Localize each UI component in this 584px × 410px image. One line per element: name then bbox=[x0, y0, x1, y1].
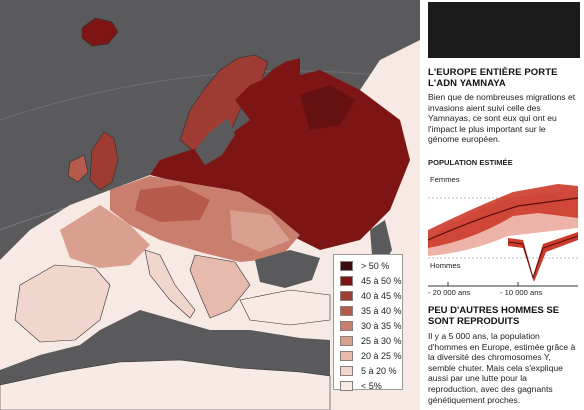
legend-item: < 5% bbox=[340, 378, 402, 393]
legend-swatch bbox=[340, 380, 353, 391]
europe-map bbox=[0, 17, 420, 410]
legend-label: < 5% bbox=[361, 380, 382, 391]
legend-swatch bbox=[340, 320, 353, 331]
legend-item: > 50 % bbox=[340, 258, 402, 273]
map: > 50 % 45 à 50 % 40 à 45 % 35 à 40 % 30 à 35… bbox=[0, 0, 420, 410]
iberia bbox=[14, 264, 111, 343]
tick-left: - 20 000 ans bbox=[428, 288, 471, 297]
baltic-sea bbox=[195, 118, 235, 165]
high-zone bbox=[150, 70, 410, 250]
legend-swatch bbox=[340, 335, 353, 346]
legend-swatch bbox=[340, 350, 353, 361]
legend-item: 20 à 25 % bbox=[340, 348, 402, 363]
map-legend: > 50 % 45 à 50 % 40 à 45 % 35 à 40 % 30 à 35… bbox=[333, 254, 403, 393]
series-men-label: Hommes bbox=[430, 261, 461, 270]
article-panel: L'EUROPE ENTIÈRE PORTE L'ADN YAMNAYA Bie… bbox=[420, 0, 584, 410]
legend-label: 30 à 35 % bbox=[361, 320, 402, 331]
legend-item: 40 à 45 % bbox=[340, 288, 402, 303]
legend-label: 40 à 45 % bbox=[361, 290, 402, 301]
legend-swatch bbox=[340, 365, 353, 376]
article-body: Il y a 5 000 ans, la population d'hommes… bbox=[428, 331, 576, 405]
article-intro: Bien que de nombreuses migrations et inv… bbox=[428, 92, 576, 145]
tick-right: - 10 000 ans bbox=[500, 288, 543, 297]
legend-item: 45 à 50 % bbox=[340, 273, 402, 288]
legend-swatch bbox=[340, 290, 353, 301]
series-women-label: Femmes bbox=[430, 175, 460, 184]
legend-label: 20 à 25 % bbox=[361, 350, 402, 361]
header-bar bbox=[428, 2, 580, 58]
north-africa bbox=[0, 359, 331, 410]
britain bbox=[89, 131, 119, 191]
legend-swatch bbox=[340, 260, 353, 271]
black-sea bbox=[255, 250, 320, 288]
article-subtitle: PEU D'AUTRES HOMMES SE SONT REPRODUITS bbox=[428, 305, 560, 327]
anatolia bbox=[239, 289, 331, 326]
legend-label: > 50 % bbox=[361, 260, 390, 271]
iceland bbox=[81, 17, 119, 47]
legend-label: 45 à 50 % bbox=[361, 275, 402, 286]
legend-label: 5 à 20 % bbox=[361, 365, 397, 376]
balkans bbox=[189, 254, 251, 319]
population-chart: Femmes Hommes bbox=[427, 168, 579, 288]
chart-label: POPULATION ESTIMÉE bbox=[428, 158, 513, 167]
legend-label: 35 à 40 % bbox=[361, 305, 402, 316]
legend-item: 30 à 35 % bbox=[340, 318, 402, 333]
legend-item: 5 à 20 % bbox=[340, 363, 402, 378]
legend-item: 35 à 40 % bbox=[340, 303, 402, 318]
article-title: L'EUROPE ENTIÈRE PORTE L'ADN YAMNAYA bbox=[428, 67, 558, 89]
west-zone bbox=[60, 205, 150, 268]
legend-item: 25 à 30 % bbox=[340, 333, 402, 348]
legend-swatch bbox=[340, 305, 353, 316]
legend-swatch bbox=[340, 275, 353, 286]
ireland bbox=[67, 154, 89, 183]
legend-label: 25 à 30 % bbox=[361, 335, 402, 346]
italy bbox=[144, 249, 196, 319]
